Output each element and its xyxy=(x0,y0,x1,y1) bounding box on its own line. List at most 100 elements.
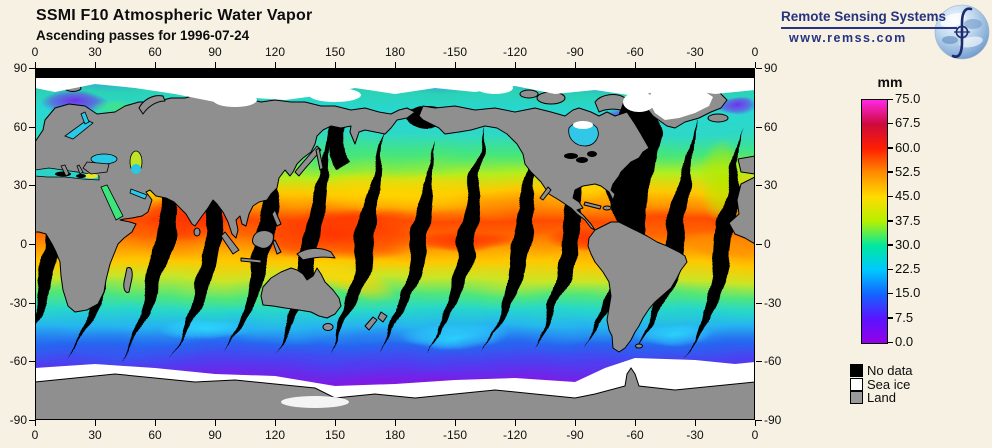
lat-tick-right xyxy=(756,68,762,69)
lon-tick-top xyxy=(215,62,216,68)
great-lake-2 xyxy=(576,157,588,163)
island-java xyxy=(240,257,262,264)
lon-tick-label-top: -150 xyxy=(442,45,468,59)
colorbar-tick xyxy=(887,195,893,198)
island-hispaniola xyxy=(602,205,612,211)
lon-tick-bottom xyxy=(635,420,636,426)
lon-tick-label-top: 30 xyxy=(88,45,102,59)
no-data-swath-gap xyxy=(428,126,486,352)
colorbar-tick xyxy=(887,147,893,149)
lon-tick-label-bottom: 90 xyxy=(208,428,222,442)
lon-tick-bottom xyxy=(755,420,756,426)
italy xyxy=(60,164,70,177)
lon-tick-top xyxy=(755,62,756,68)
colorbar-tick xyxy=(887,268,893,271)
no-data-swath-gap xyxy=(326,130,384,354)
colorbar-tick-label: 15.0 xyxy=(895,285,921,301)
lon-tick-bottom xyxy=(395,420,396,426)
lon-tick-label-bottom: 120 xyxy=(264,428,286,442)
lon-tick-label-top: -90 xyxy=(566,45,584,59)
lat-tick-left xyxy=(29,68,35,69)
island-victoria xyxy=(536,91,566,105)
landmass-baja xyxy=(539,186,552,201)
lon-tick-top xyxy=(35,62,36,68)
lon-tick-top xyxy=(635,62,636,68)
lon-tick-label-bottom: -120 xyxy=(502,428,528,442)
lat-tick-right xyxy=(756,126,762,128)
lon-tick-label-top: 60 xyxy=(148,45,162,59)
lon-tick-bottom xyxy=(695,420,696,426)
lon-tick-top xyxy=(155,62,156,68)
lat-tick-label-left: 90 xyxy=(13,61,27,75)
lon-tick-label-bottom: -150 xyxy=(442,428,468,442)
island-tasmania xyxy=(322,323,334,331)
island-novaya-zemlya xyxy=(138,95,166,115)
lat-tick-label-left: 60 xyxy=(13,119,27,134)
colorbar-tick xyxy=(887,317,893,319)
lat-tick-label-right: -60 xyxy=(764,354,782,369)
gulf-of-bothnia xyxy=(80,111,90,125)
lon-tick-top xyxy=(95,62,96,68)
red-sea xyxy=(100,184,124,221)
globe-integral-logo xyxy=(934,4,990,60)
island-new-zealand-north xyxy=(377,311,388,323)
colorbar-tick xyxy=(887,98,893,100)
lon-tick-label-bottom: 150 xyxy=(324,428,346,442)
lon-tick-top xyxy=(515,62,516,68)
lat-tick-label-left: -30 xyxy=(9,295,27,310)
great-lake-1 xyxy=(564,153,578,159)
lon-tick-label-top: 0 xyxy=(31,45,39,59)
lat-tick-label-right: -90 xyxy=(764,413,782,427)
world-map xyxy=(35,68,755,420)
antarctic-shelf-ice xyxy=(281,396,349,408)
caspian-south xyxy=(131,164,141,174)
lat-tick-right xyxy=(756,302,762,304)
lat-tick-label-left: -90 xyxy=(9,413,27,427)
island-sri-lanka xyxy=(193,227,201,237)
lat-tick-left xyxy=(29,420,35,421)
beaufort-ice xyxy=(477,82,513,94)
colorbar-tick-label: 30.0 xyxy=(895,236,921,252)
colorbar-tick-label: 52.5 xyxy=(895,163,921,179)
lat-tick-left xyxy=(29,126,35,128)
lon-tick-label-bottom: -90 xyxy=(566,428,584,442)
mediterranean-yellow-patch xyxy=(84,173,98,179)
island-new-guinea xyxy=(296,247,336,261)
map-frame xyxy=(35,68,755,420)
colorbar-tick xyxy=(887,341,893,343)
lat-tick-label-right: 30 xyxy=(764,178,778,193)
island-sumatra xyxy=(220,231,240,255)
no-data-swath-gap xyxy=(380,141,438,353)
lon-tick-label-top: -120 xyxy=(502,45,528,59)
lat-tick-left xyxy=(29,185,35,187)
lon-tick-label-bottom: -30 xyxy=(686,428,704,442)
landmass-south-america xyxy=(587,221,688,353)
greece xyxy=(76,164,84,175)
mediterranean-nodata-patch2 xyxy=(76,174,86,178)
lon-tick-label-bottom: -60 xyxy=(626,428,644,442)
island-japan xyxy=(294,145,322,177)
island-falklands xyxy=(635,343,643,349)
lon-tick-bottom xyxy=(455,420,456,426)
colorbar xyxy=(861,99,888,344)
lat-tick-right xyxy=(756,361,762,363)
no-data-swath-gap xyxy=(273,119,331,355)
legend-label: Land xyxy=(867,390,896,405)
polar-nodata-bar xyxy=(35,68,755,78)
colorbar-tick xyxy=(887,220,893,222)
colorbar-tick xyxy=(887,292,893,295)
lat-tick-label-right: 90 xyxy=(764,61,778,75)
brand-name: Remote Sensing Systems xyxy=(781,9,957,29)
colorbar-tick-label: 0.0 xyxy=(895,334,914,349)
lat-tick-label-left: 30 xyxy=(13,178,27,193)
lat-tick-left xyxy=(29,361,35,363)
great-lake-3 xyxy=(587,151,597,157)
island-sakhalin xyxy=(315,147,324,171)
colorbar-tick xyxy=(887,122,893,125)
hudson-ice xyxy=(573,121,593,129)
colorbar-tick-label: 7.5 xyxy=(895,309,914,325)
lat-tick-right xyxy=(756,420,762,421)
lon-tick-top xyxy=(275,62,276,68)
lon-tick-bottom xyxy=(215,420,216,426)
